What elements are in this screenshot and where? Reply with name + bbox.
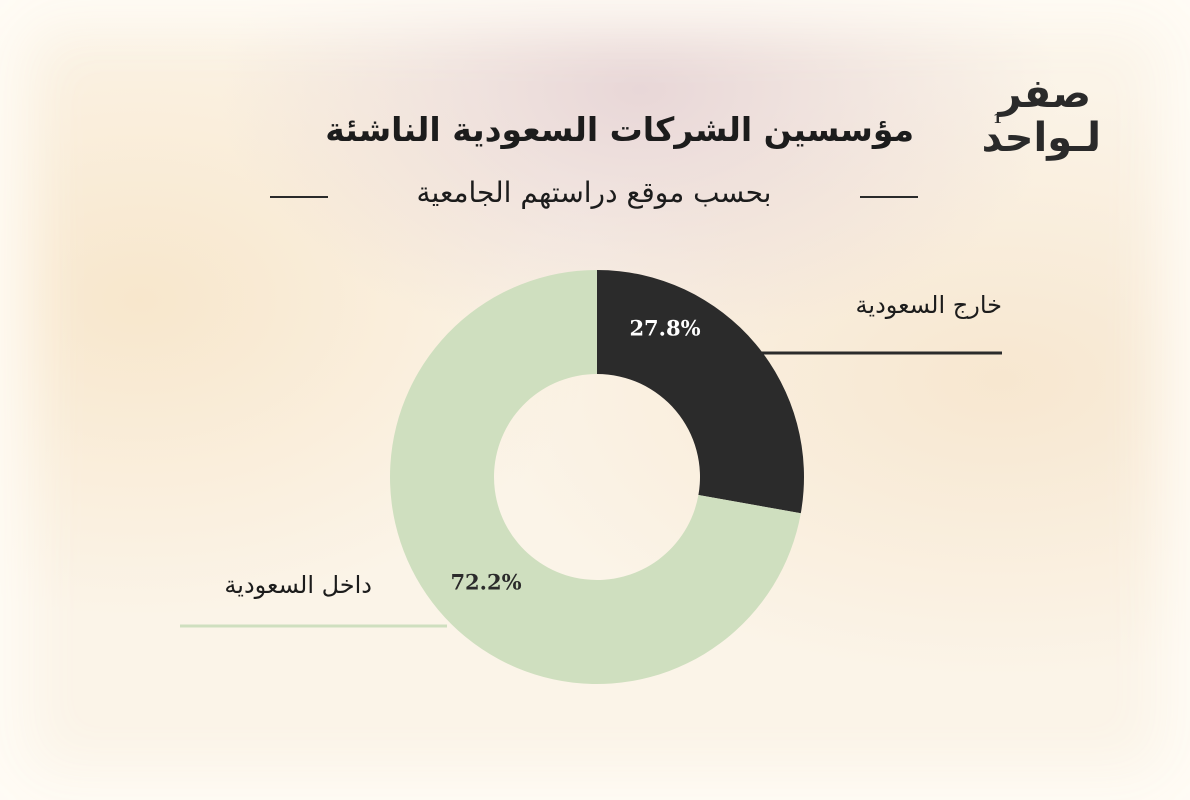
value-label-inside-saudi: 72.2%	[450, 570, 521, 595]
donut-slice-outside-saudi	[597, 270, 804, 514]
label-inside-saudi: داخل السعودية	[224, 571, 372, 599]
chart-subtitle-row: بحسب موقع دراستهم الجامعية	[270, 172, 918, 216]
label-outside-saudi: خارج السعودية	[855, 291, 1002, 319]
value-label-outside-saudi: 27.8%	[629, 316, 700, 341]
subtitle-rule-right	[860, 196, 918, 198]
logo-text-bottom: لـواحد	[981, 115, 1101, 161]
logo-number: 1	[993, 112, 1003, 127]
donut-slice-inside-saudi	[390, 270, 801, 684]
brand-logo: صفر لـواحد 1	[955, 70, 1105, 180]
subtitle-rule-left	[270, 196, 328, 198]
chart-title: مؤسسين الشركات السعودية الناشئة	[325, 110, 914, 149]
chart-subtitle: بحسب موقع دراستهم الجامعية	[416, 176, 772, 209]
logo-text-top: صفر	[998, 71, 1091, 117]
